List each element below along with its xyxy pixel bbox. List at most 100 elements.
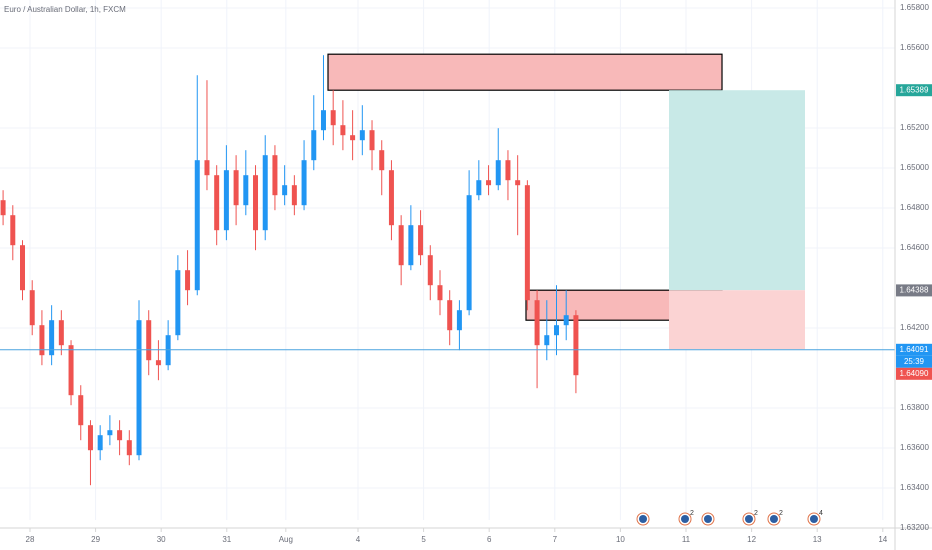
event-icon-inner — [809, 515, 818, 523]
price-tag — [896, 367, 932, 380]
candle-body — [427, 255, 433, 286]
candle-body — [534, 300, 540, 346]
candle-body — [563, 315, 569, 326]
candle-body — [10, 215, 16, 246]
x-tick-label: Aug — [279, 535, 293, 544]
candle-body — [0, 200, 6, 216]
x-tick-label: 14 — [878, 535, 887, 544]
candle-body — [194, 160, 200, 291]
y-tick-label: 1.64600 — [900, 243, 929, 252]
candle-body — [78, 395, 84, 426]
price-tag-label: 1.65389 — [900, 85, 929, 94]
candle-body — [553, 325, 559, 336]
x-tick-label: 10 — [616, 535, 625, 544]
candle-body — [223, 170, 229, 231]
candle-body — [146, 320, 152, 361]
candle-body — [97, 435, 103, 451]
candle-body — [340, 125, 346, 136]
candle-body — [117, 430, 123, 441]
y-tick-label: 1.65800 — [900, 3, 929, 12]
candle-body — [544, 335, 550, 346]
candle-body — [175, 270, 181, 336]
candle-body — [214, 175, 220, 231]
y-tick-label: 1.63400 — [900, 483, 929, 492]
event-count: 2 — [779, 510, 783, 517]
zone — [669, 90, 805, 291]
candle-body — [301, 160, 307, 206]
candle-body — [291, 185, 297, 206]
y-tick-label: 1.63200 — [900, 523, 929, 532]
chart-title: Euro / Australian Dollar, 1h, FXCM — [4, 5, 126, 14]
candle-body — [58, 320, 64, 346]
candle-body — [136, 320, 142, 456]
x-tick-label: 12 — [747, 535, 756, 544]
candle-body — [253, 175, 259, 231]
candle-body — [330, 110, 336, 126]
event-icon-inner — [769, 515, 778, 523]
event-count: 2 — [690, 510, 694, 517]
candle-body — [486, 180, 492, 186]
candle-body — [515, 180, 521, 186]
zone — [327, 53, 723, 91]
candle-body — [272, 155, 278, 196]
y-tick-label: 1.64800 — [900, 203, 929, 212]
candle-body — [320, 110, 326, 131]
candle-body — [68, 345, 74, 396]
candle-body — [87, 425, 93, 451]
candle-body — [466, 195, 472, 311]
candle-body — [262, 155, 268, 231]
candle-body — [204, 160, 210, 176]
candle-body — [185, 270, 191, 291]
y-tick-label: 1.65200 — [900, 123, 929, 132]
price-tag — [896, 84, 932, 97]
candle-body — [20, 245, 26, 291]
candle-body — [456, 310, 462, 331]
x-tick-label: 31 — [222, 535, 231, 544]
candle-body — [524, 185, 530, 301]
y-tick-label: 1.65000 — [900, 163, 929, 172]
event-count: 2 — [754, 510, 758, 517]
price-tag-label: 1.64388 — [900, 286, 929, 295]
price-tag-label: 1.64090 — [900, 369, 929, 378]
candle-body — [408, 225, 414, 266]
candle-body — [359, 130, 365, 141]
candle-body — [398, 225, 404, 266]
candle-body — [379, 150, 385, 171]
zone — [669, 290, 805, 350]
x-tick-label: 4 — [356, 535, 361, 544]
y-tick-label: 1.63600 — [900, 443, 929, 452]
candle-body — [495, 160, 501, 186]
event-icon-inner — [681, 515, 690, 523]
candle-body — [29, 290, 35, 326]
candle-body — [243, 175, 249, 206]
y-tick-label: 1.63800 — [900, 403, 929, 412]
candle-body — [39, 325, 45, 356]
y-tick-label: 1.64200 — [900, 323, 929, 332]
event-icon-inner — [639, 515, 648, 523]
candle-body — [418, 225, 424, 256]
x-tick-label: 13 — [813, 535, 822, 544]
event-count: 4 — [819, 510, 823, 517]
price-tag-label: 1.64091 — [900, 345, 929, 354]
x-tick-label: 11 — [682, 535, 691, 544]
candle-body — [282, 185, 288, 196]
price-tag — [896, 284, 932, 297]
x-tick-label: 30 — [157, 535, 166, 544]
price-tag-label: 25:39 — [904, 357, 925, 366]
candle-body — [350, 135, 356, 141]
candle-body — [573, 315, 579, 376]
candle-body — [505, 160, 511, 181]
x-tick-label: 29 — [91, 535, 100, 544]
candle-body — [155, 360, 161, 366]
candle-body — [369, 130, 375, 151]
candle-body — [107, 430, 113, 436]
x-tick-label: 6 — [487, 535, 492, 544]
x-tick-label: 7 — [553, 535, 558, 544]
candle-body — [311, 130, 317, 161]
candle-body — [49, 320, 55, 356]
event-icon-inner — [744, 515, 753, 523]
x-tick-label: 28 — [26, 535, 35, 544]
price-tag — [896, 355, 932, 368]
x-tick-label: 5 — [421, 535, 426, 544]
